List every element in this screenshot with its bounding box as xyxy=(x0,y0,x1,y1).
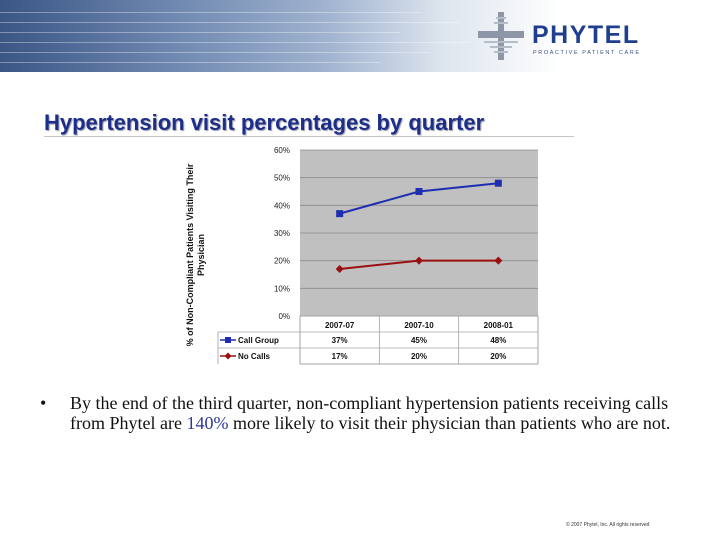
data-point xyxy=(335,264,344,273)
legend-series-name: No Calls xyxy=(238,352,271,361)
x-category-label: 2007-07 xyxy=(325,321,355,330)
data-point xyxy=(415,256,423,265)
series-layer xyxy=(335,179,503,273)
band-line xyxy=(0,32,400,33)
y-axis-label-line: % of Non-Compliant Patients Visiting The… xyxy=(185,163,195,346)
y-tick-label: 30% xyxy=(274,229,290,238)
x-category-label: 2008-01 xyxy=(484,321,514,330)
y-axis-label-line: Physician xyxy=(196,234,206,276)
x-category-label: 2007-10 xyxy=(404,321,434,330)
legend-key-marker xyxy=(224,352,232,360)
bullet-text-end: more likely to visit their physician tha… xyxy=(228,413,671,433)
header-band xyxy=(0,0,720,72)
axis-labels: 0% 10% 20% 30% 40% 50% 60% xyxy=(274,146,290,321)
band-line xyxy=(0,22,460,23)
table-value: 20% xyxy=(490,352,506,361)
slide-title: Hypertension visit percentages by quarte… xyxy=(44,110,485,135)
phytel-logo: PHYTEL PROACTIVE PATIENT CARE xyxy=(478,12,641,60)
data-point xyxy=(336,210,344,218)
copyright-footer: © 2007 Phytel, Inc. All rights reserved xyxy=(566,522,650,528)
table-value: 17% xyxy=(332,352,348,361)
band-line xyxy=(0,12,420,13)
y-axis-label: % of Non-Compliant Patients Visiting The… xyxy=(185,163,206,346)
data-table: 2007-07 2007-10 2008-01 Call Group 37% 45% 48%… xyxy=(217,315,539,365)
bullet-marker: • xyxy=(40,393,47,413)
band-line xyxy=(0,62,380,63)
bullet-text-start: By the end of the third quarter, non-com… xyxy=(70,393,669,433)
y-tick-label: 20% xyxy=(274,257,290,266)
y-tick-label: 0% xyxy=(278,312,290,321)
data-point xyxy=(494,256,503,265)
legend-series-name: Call Group xyxy=(238,336,279,345)
y-tick-label: 10% xyxy=(274,284,290,293)
bullet-highlight: 140% xyxy=(186,413,229,433)
logo-tagline: PROACTIVE PATIENT CARE xyxy=(533,50,641,56)
band-line xyxy=(0,42,470,43)
title-divider xyxy=(44,136,574,137)
bullet-text: By the end of the third quarter, non-com… xyxy=(70,393,690,433)
band-line xyxy=(0,52,430,53)
table-value: 37% xyxy=(332,336,348,345)
data-point xyxy=(494,179,502,187)
y-tick-label: 40% xyxy=(274,201,290,210)
line-chart: 2007-07 2007-10 2008-01 Call Group 37% 45% 48%… xyxy=(185,146,539,365)
legend-key-marker xyxy=(225,337,231,343)
y-tick-label: 50% xyxy=(274,174,290,183)
table-value: 48% xyxy=(490,336,506,345)
data-point xyxy=(415,188,423,195)
table-value: 20% xyxy=(411,352,427,361)
y-tick-label: 60% xyxy=(274,146,290,155)
table-value: 45% xyxy=(411,336,427,345)
table-body xyxy=(299,315,539,365)
logo-cross-icon xyxy=(478,12,524,60)
logo-wordmark: PHYTEL xyxy=(532,21,640,49)
